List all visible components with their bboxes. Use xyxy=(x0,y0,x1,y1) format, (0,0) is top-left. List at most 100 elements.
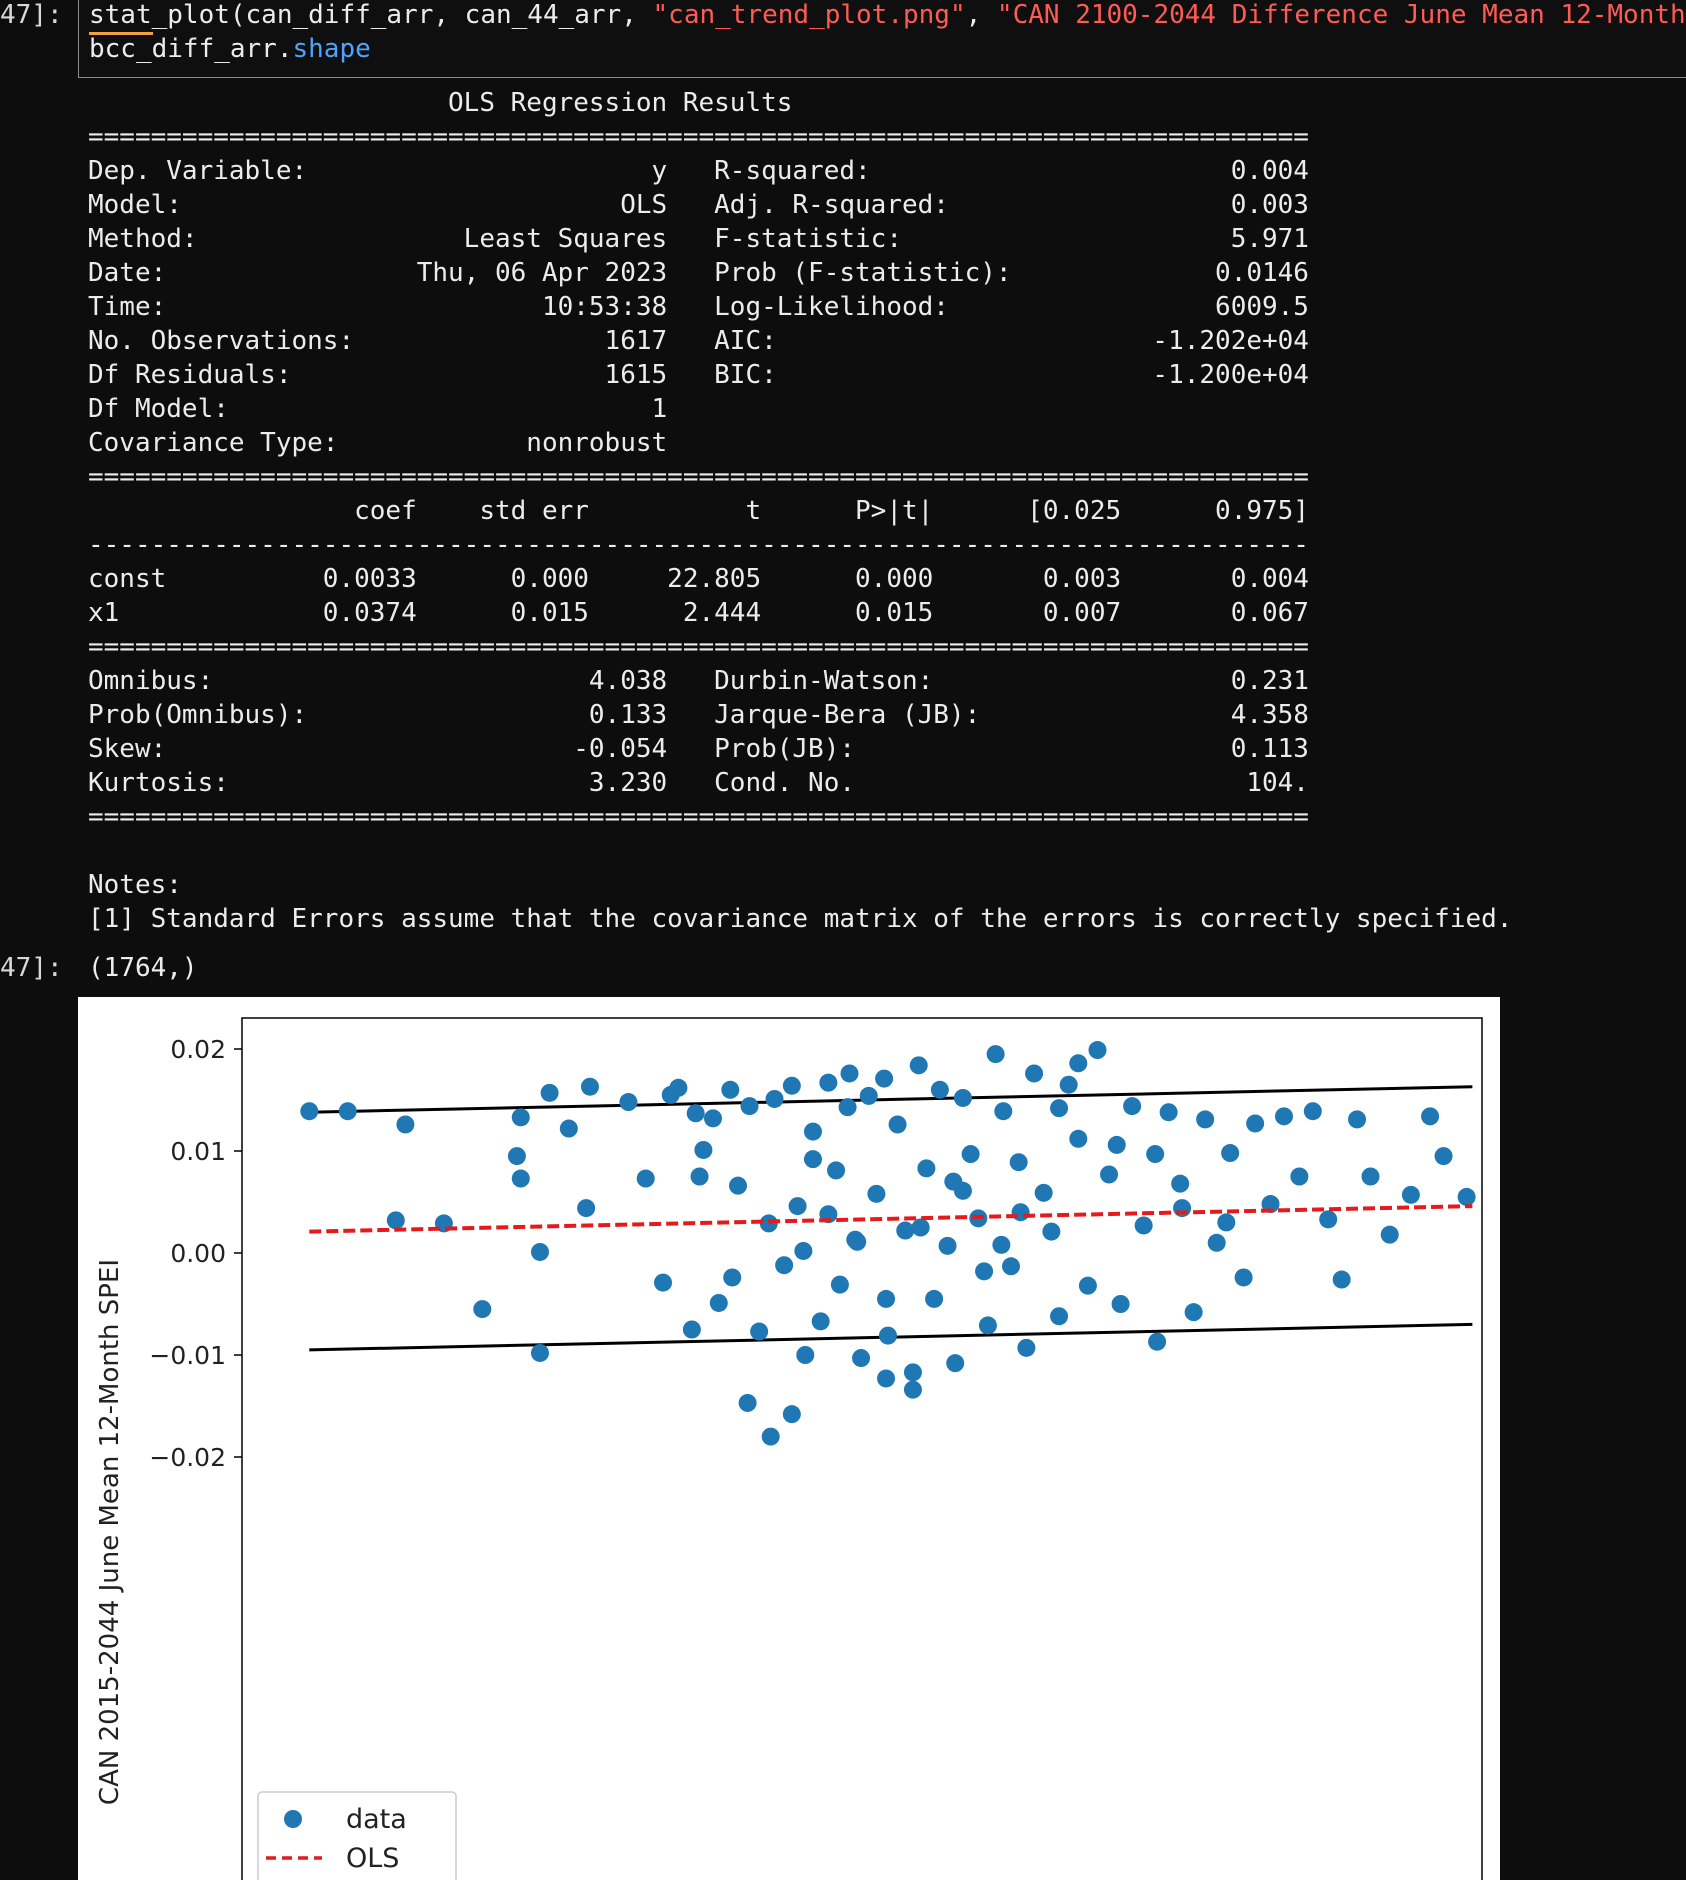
data-point xyxy=(1017,1338,1036,1357)
data-point xyxy=(669,1078,688,1097)
data-point xyxy=(507,1147,526,1166)
data-point xyxy=(994,1102,1013,1121)
data-point xyxy=(830,1275,849,1294)
data-point xyxy=(811,1312,830,1331)
data-point xyxy=(619,1093,638,1112)
code-string-filename: "can_trend_plot.png" xyxy=(652,0,966,30)
data-point xyxy=(878,1326,897,1345)
data-point xyxy=(511,1108,530,1127)
ols-line xyxy=(309,1204,1473,1234)
data-point xyxy=(738,1393,757,1412)
legend-data-marker xyxy=(284,1810,302,1828)
data-point xyxy=(740,1097,759,1116)
data-point xyxy=(1025,1064,1044,1083)
data-point xyxy=(1401,1185,1420,1204)
code-string-title: "CAN 2100-2044 Difference June Mean 12-M… xyxy=(996,0,1686,30)
data-point xyxy=(1059,1075,1078,1094)
data-point xyxy=(750,1322,769,1341)
code-attribute: shape xyxy=(292,34,371,64)
y-tick-label: 0.00 xyxy=(170,1239,226,1268)
data-point xyxy=(1380,1225,1399,1244)
data-point xyxy=(1042,1222,1061,1241)
code-line-1[interactable]: stat_plot(can_diff_arr, can_44_arr, "can… xyxy=(89,0,1686,30)
data-point xyxy=(511,1169,530,1188)
data-point xyxy=(782,1076,801,1095)
data-point xyxy=(1221,1144,1240,1163)
data-point xyxy=(654,1273,673,1292)
code-object: bcc_diff_arr. xyxy=(89,34,293,64)
data-point xyxy=(1134,1216,1153,1235)
data-point xyxy=(682,1320,701,1339)
data-points xyxy=(300,1041,1476,1446)
data-point xyxy=(877,1289,896,1308)
data-point xyxy=(1261,1195,1280,1214)
data-point xyxy=(559,1119,578,1138)
data-point xyxy=(1001,1257,1020,1276)
data-point xyxy=(903,1363,922,1382)
data-point xyxy=(636,1169,655,1188)
data-point xyxy=(1207,1233,1226,1252)
data-point xyxy=(888,1115,907,1134)
data-point xyxy=(1088,1041,1107,1060)
data-point xyxy=(729,1176,747,1195)
data-point xyxy=(859,1086,878,1105)
data-point xyxy=(1246,1114,1265,1133)
data-point xyxy=(1303,1102,1322,1121)
cell-input-area[interactable] xyxy=(78,0,1686,78)
data-point xyxy=(540,1083,559,1102)
data-point xyxy=(794,1241,813,1260)
input-prompt: 47]: xyxy=(0,0,63,30)
data-point xyxy=(530,1343,549,1362)
data-point xyxy=(396,1115,415,1134)
ols-summary-output: OLS Regression Results =================… xyxy=(88,88,1513,934)
legend-data-label: data xyxy=(346,1804,407,1835)
data-point xyxy=(896,1221,915,1240)
data-point xyxy=(1011,1203,1030,1222)
data-point xyxy=(1184,1303,1203,1322)
data-point xyxy=(1034,1183,1053,1202)
data-point xyxy=(1361,1167,1380,1186)
data-point xyxy=(1234,1268,1253,1287)
data-point xyxy=(827,1161,846,1180)
data-point xyxy=(577,1199,596,1218)
y-tick-label: −0.02 xyxy=(149,1443,226,1472)
output-shape-value: (1764,) xyxy=(88,953,198,983)
scatter-chart: 0.02 0.01 0.00 −0.01 −0.02 CAN 2015-2044 Jun… xyxy=(95,1017,1483,1880)
data-point xyxy=(1050,1099,1069,1118)
data-point xyxy=(852,1349,871,1368)
data-point xyxy=(1107,1135,1126,1154)
data-point xyxy=(788,1197,807,1216)
y-tick-label: 0.01 xyxy=(170,1137,226,1166)
ols-line-group xyxy=(309,1204,1473,1234)
data-point xyxy=(386,1211,405,1230)
data-point xyxy=(1148,1332,1167,1351)
data-point xyxy=(721,1080,740,1099)
data-point xyxy=(803,1150,822,1169)
data-point xyxy=(473,1300,492,1319)
data-point xyxy=(1274,1107,1293,1126)
data-point xyxy=(930,1080,949,1099)
data-point xyxy=(875,1069,894,1088)
bound-line xyxy=(309,1085,1473,1114)
data-point xyxy=(867,1184,886,1203)
data-point xyxy=(909,1056,928,1075)
data-point xyxy=(911,1218,930,1237)
data-point xyxy=(1290,1167,1309,1186)
data-point xyxy=(1009,1153,1028,1172)
y-tick-label: 0.02 xyxy=(170,1035,226,1064)
data-point xyxy=(953,1181,972,1200)
data-point xyxy=(765,1089,784,1108)
data-point xyxy=(1171,1174,1190,1193)
data-point xyxy=(694,1140,713,1159)
data-point xyxy=(1319,1210,1338,1229)
legend-ols-label: OLS xyxy=(346,1843,399,1874)
data-point xyxy=(1050,1307,1069,1326)
cursor-underline xyxy=(89,32,153,35)
code-call: stat_plot(can_diff_arr, can_44_arr, xyxy=(89,0,653,30)
data-point xyxy=(1332,1270,1351,1289)
data-point xyxy=(338,1102,357,1121)
data-point xyxy=(838,1098,857,1117)
data-point xyxy=(686,1104,705,1123)
data-point xyxy=(953,1088,972,1107)
code-line-2[interactable]: bcc_diff_arr.shape xyxy=(89,34,371,64)
